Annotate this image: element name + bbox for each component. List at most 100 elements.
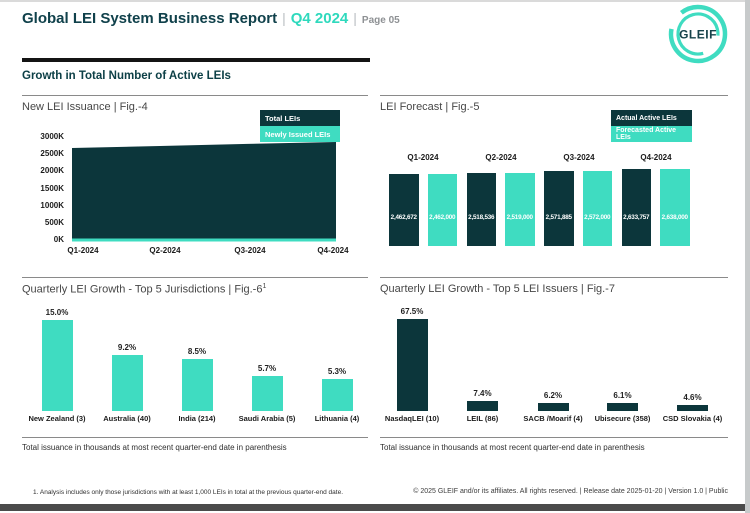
bar-value-label: 2,519,000 — [506, 214, 533, 221]
area-total-leis — [72, 142, 336, 239]
growth-value-label: 9.2% — [117, 343, 137, 352]
divider — [380, 437, 728, 438]
growth-bar — [181, 359, 213, 411]
legend-item: Newly Issued LEIs — [260, 126, 340, 142]
bar-actual-active-leis: 2,571,885 — [544, 170, 574, 246]
report-title: Global LEI System Business Report — [22, 10, 278, 27]
y-tick-label: 500K — [44, 217, 64, 227]
divider — [380, 95, 728, 96]
area-newly-issued-leis — [72, 238, 336, 242]
legend-item: Total LEIs — [260, 110, 340, 126]
growth-category-label: Australia (40) — [103, 414, 151, 423]
issuance-area-chart — [72, 142, 336, 242]
bar-actual-active-leis: 2,518,536 — [466, 172, 496, 246]
growth-category-label: SACB /Moarif (4) — [523, 414, 583, 423]
growth-bar — [111, 355, 143, 411]
page-top-border — [0, 0, 750, 2]
y-tick-label: 2500K — [40, 149, 64, 159]
y-tick-label: 0K — [53, 235, 64, 245]
bar-value-label: 2,638,000 — [661, 214, 688, 221]
legend-forecast: Actual Active LEIs Forecasted Active LEIs — [611, 110, 692, 142]
legend-label: Actual Active LEIs — [616, 114, 677, 122]
gleif-logo-text: GLEIF — [679, 28, 717, 42]
divider — [22, 95, 368, 96]
growth-category-label: New Zealand (3) — [28, 414, 86, 423]
quarter-label: Q3-2024 — [563, 153, 595, 162]
growth-category-label: CSD Slovakia (4) — [662, 414, 723, 423]
bar-value-label: 2,571,885 — [545, 213, 572, 221]
chart-title-jurisdictions: Quarterly LEI Growth - Top 5 Jurisdictio… — [22, 283, 266, 296]
y-tick-label: 3000K — [40, 132, 64, 141]
growth-bar — [396, 319, 428, 411]
growth-category-label: Lithuania (4) — [314, 414, 360, 423]
legend-label: Total LEIs — [265, 113, 301, 123]
header-rule — [22, 58, 370, 62]
chart-title-forecast: LEI Forecast | Fig.-5 — [380, 101, 480, 113]
title-divider: | — [353, 10, 357, 26]
analysis-footnote: 1. Analysis includes only those jurisdic… — [33, 489, 344, 496]
growth-category-label: NasdaqLEI (10) — [384, 414, 440, 423]
bar-forecasted-active-leis: 2,519,000 — [505, 172, 535, 246]
quarter-label: Q1-2024 — [407, 153, 439, 162]
x-axis-label: Q2-2024 — [149, 246, 181, 255]
growth-category-label: LEIL (86) — [466, 414, 499, 423]
x-axis-label: Q3-2024 — [234, 246, 266, 255]
chart-title-text: Quarterly LEI Growth - Top 5 Jurisdictio… — [22, 283, 263, 296]
growth-value-label: 67.5% — [400, 307, 424, 316]
section-title: Growth in Total Number of Active LEIs — [22, 70, 231, 82]
legend-item: Forecasted Active LEIs — [611, 126, 692, 142]
growth-bar — [251, 376, 283, 411]
quarter-label: Q2-2024 — [485, 153, 517, 162]
growth-value-label: 8.5% — [187, 347, 207, 356]
legend-label: Newly Issued LEIs — [265, 129, 331, 139]
gleif-logo-rings: GLEIF — [668, 4, 728, 64]
bar-forecasted-active-leis: 2,572,000 — [582, 170, 612, 246]
y-tick-label: 1500K — [40, 183, 64, 193]
growth-value-label: 6.1% — [613, 391, 632, 400]
legend-label: Forecasted Active LEIs — [616, 127, 677, 141]
growth-bar — [41, 320, 73, 411]
growth-value-label: 4.6% — [683, 393, 702, 402]
growth-value-label: 6.2% — [543, 391, 563, 400]
bar-forecasted-active-leis: 2,462,000 — [427, 174, 457, 246]
bar-forecasted-active-leis: 2,638,000 — [660, 169, 690, 246]
y-tick-label: 2000K — [40, 166, 64, 176]
chart-title-issuance: New LEI Issuance | Fig.-4 — [22, 101, 148, 113]
legend-issuance: Total LEIs Newly Issued LEIs — [260, 110, 340, 142]
divider — [22, 277, 368, 278]
page-bottom-bar — [0, 504, 750, 511]
y-tick-label: 1000K — [40, 200, 64, 210]
gleif-logo: GLEIF — [664, 2, 732, 66]
note-issuers: Total issuance in thousands at most rece… — [380, 443, 645, 452]
growth-category-label: Saudi Arabia (5) — [238, 414, 296, 423]
growth-category-label: India (214) — [178, 414, 216, 423]
growth-value-label: 15.0% — [45, 308, 69, 317]
bar-value-label: 2,518,536 — [468, 214, 495, 221]
note-jurisdictions: Total issuance in thousands at most rece… — [22, 443, 287, 452]
divider — [22, 437, 368, 438]
growth-bar — [607, 403, 638, 411]
bar-value-label: 2,572,000 — [584, 213, 611, 221]
bar-actual-active-leis: 2,633,757 — [621, 169, 651, 246]
divider — [380, 277, 728, 278]
x-axis-label: Q1-2024 — [67, 246, 99, 255]
bar-value-label: 2,633,757 — [623, 213, 650, 221]
footnote-marker: 1 — [262, 283, 267, 290]
copyright-line: © 2025 GLEIF and/or its affiliates. All … — [413, 488, 728, 495]
title-divider: | — [282, 10, 286, 26]
report-header: Global LEI System Business Report | Q4 2… — [22, 10, 400, 27]
growth-value-label: 7.4% — [473, 389, 492, 398]
report-page-number: Page 05 — [361, 15, 400, 26]
bar-value-label: 2,462,672 — [390, 213, 417, 221]
growth-bar — [467, 401, 498, 411]
x-axis-label: Q4-2024 — [317, 246, 349, 255]
growth-value-label: 5.7% — [257, 364, 277, 373]
report-period: Q4 2024 — [290, 10, 349, 27]
growth-category-label: Ubisecure (358) — [594, 414, 651, 423]
bar-actual-active-leis: 2,462,672 — [389, 174, 419, 246]
chart-title-issuers: Quarterly LEI Growth - Top 5 LEI Issuers… — [380, 283, 615, 295]
page-right-border — [745, 0, 750, 513]
quarter-label: Q4-2024 — [640, 153, 672, 162]
growth-bar — [677, 405, 708, 411]
